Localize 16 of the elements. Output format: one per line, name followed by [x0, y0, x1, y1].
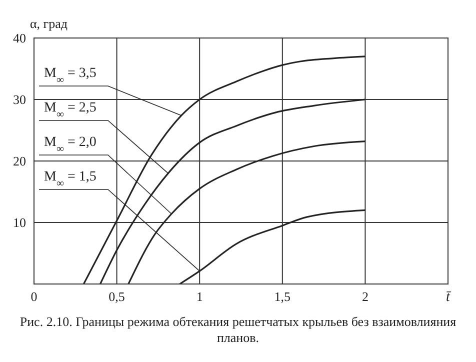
x-tick-label: 0 [30, 289, 38, 304]
x-tick-label: 1 [196, 289, 203, 304]
y-tick-label: 30 [13, 92, 26, 108]
x-tick-label: 0,5 [108, 289, 125, 304]
y-tick-label: 10 [13, 215, 26, 230]
y-axis-title: α, град [30, 16, 68, 31]
text: Рис. 2.10. Границы режима обтекания решетчатых крыльев без взаимовлияния планов. [18, 314, 458, 346]
text: M$_{∞}$ = 3,5 [44, 66, 96, 86]
y-tick-label: 40 [13, 30, 26, 46]
x-axis-title: t̄ [446, 290, 452, 305]
text: M$_{∞}$ = 1,5 [44, 170, 96, 189]
text: M$_{∞}$ = 2,5 [44, 100, 96, 120]
text: M$_{∞}$ = 2,0 [44, 135, 96, 154]
x-tick-label: 2 [362, 289, 368, 304]
y-tick-label: 20 [13, 154, 26, 169]
x-tick-label: 1,5 [274, 289, 291, 304]
